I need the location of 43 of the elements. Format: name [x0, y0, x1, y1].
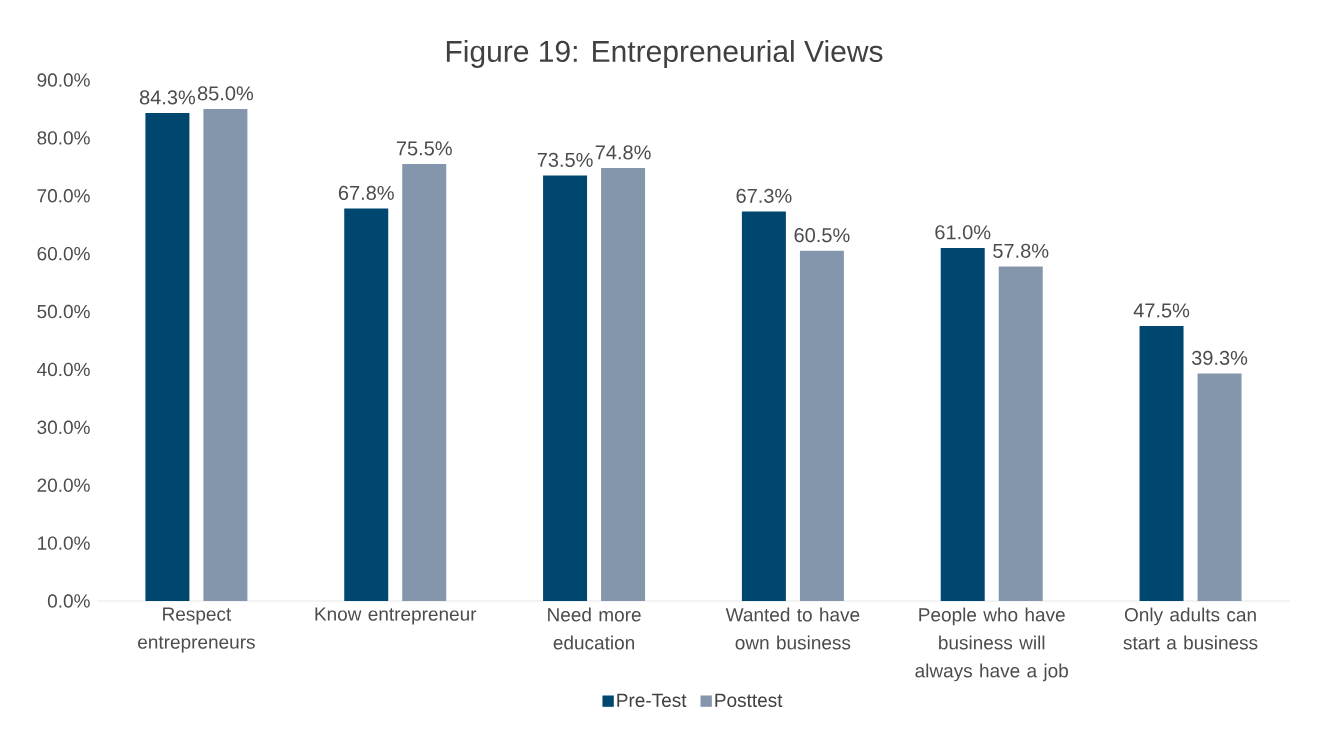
bar — [543, 175, 588, 601]
data-label: 73.5% — [537, 152, 593, 167]
data-label: 84.3% — [139, 90, 196, 105]
bar — [344, 208, 389, 601]
y-tick-label: 50.0% — [37, 304, 90, 319]
x-tick-label: People who have business will always have a job — [915, 607, 1068, 682]
chart-title: Figure 19: Entrepreneurial Views — [446, 40, 883, 68]
y-tick-label: 90.0% — [37, 73, 90, 87]
data-label: 47.5% — [1133, 303, 1190, 318]
bar — [940, 247, 985, 601]
data-label: 75.5% — [396, 141, 452, 156]
y-tick-label: 40.0% — [37, 362, 90, 377]
y-tick-label: 70.0% — [37, 189, 90, 203]
y-tick-label: 30.0% — [37, 420, 90, 435]
x-tick-label: Need more education — [548, 607, 641, 650]
bar — [741, 211, 786, 601]
data-label: 39.3% — [1191, 350, 1248, 365]
bar — [601, 167, 646, 601]
y-tick-label: 60.0% — [37, 246, 90, 261]
data-label: 67.8% — [338, 185, 394, 200]
data-label: 85.0% — [197, 86, 254, 101]
bar — [998, 266, 1043, 601]
y-tick-label: 0.0% — [47, 594, 90, 608]
bar — [1139, 326, 1184, 601]
data-label: 61.0% — [935, 225, 991, 240]
x-tick-label: Know entrepreneur — [315, 607, 477, 625]
legend-label: Pre-Test — [617, 693, 687, 708]
data-label: 67.3% — [736, 188, 792, 203]
bar — [1197, 373, 1242, 601]
legend-label: Posttest — [715, 693, 783, 708]
bar — [402, 163, 447, 601]
x-tick-label: Only adults can start a business — [1123, 607, 1258, 650]
data-label: 74.8% — [595, 145, 651, 160]
x-tick-label: Wanted to have own business — [725, 607, 860, 650]
data-label: 57.8% — [993, 243, 1049, 258]
y-tick-label: 80.0% — [37, 131, 90, 145]
bar — [799, 250, 844, 601]
bar — [203, 108, 248, 601]
y-tick-label: 20.0% — [37, 478, 90, 492]
bar — [145, 113, 190, 601]
y-tick-label: 10.0% — [38, 536, 90, 550]
data-label: 60.5% — [794, 228, 850, 243]
x-tick-label: Respect entrepreneurs — [138, 607, 255, 653]
